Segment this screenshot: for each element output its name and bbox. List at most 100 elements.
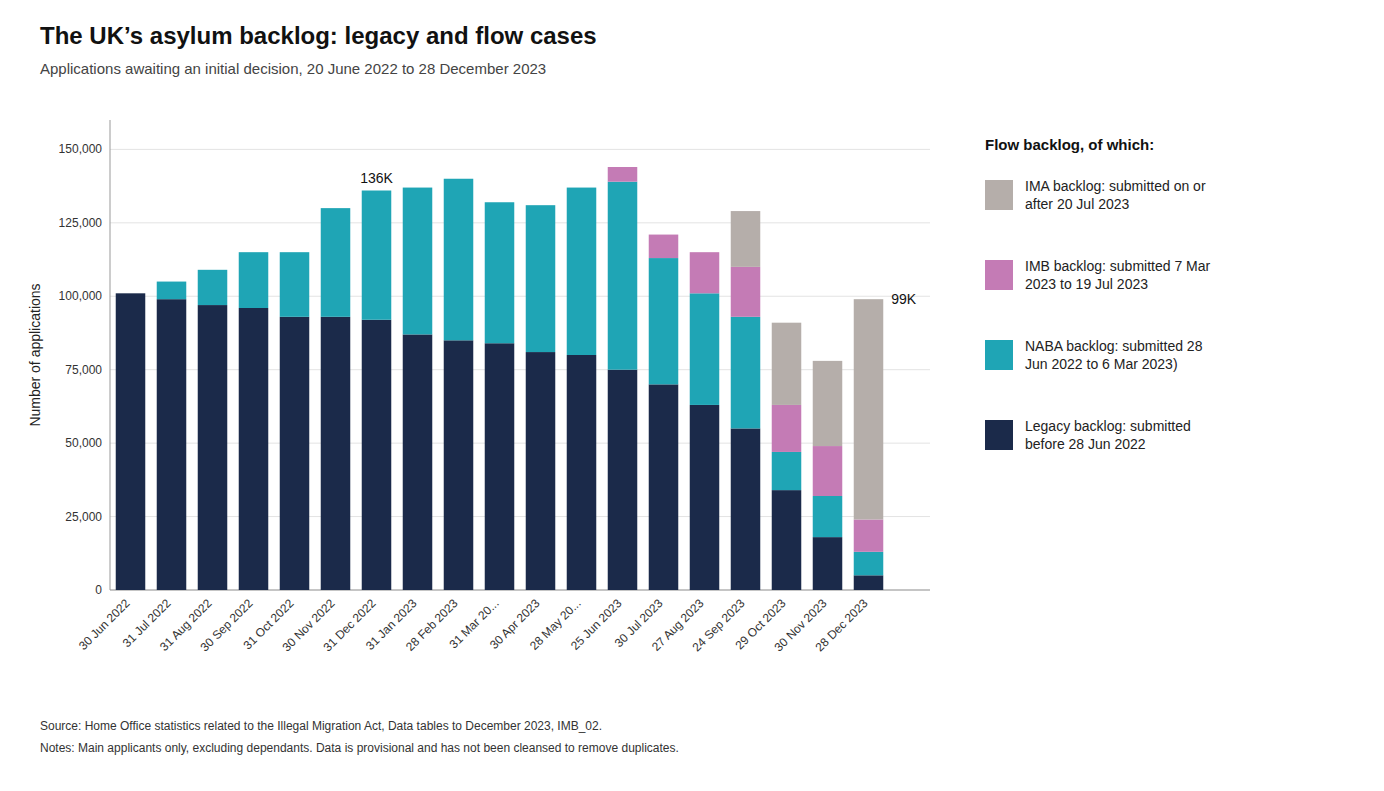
bar-segment: 30 Sep 2022 – Legacy backlog: submitted … — [239, 308, 269, 590]
y-axis-label: Number of applications — [27, 283, 43, 426]
bar-segment: 30 Jul 2023 – IMA backlog: submitted on … — [649, 234, 679, 235]
title: The UK’s asylum backlog: legacy and flow… — [40, 22, 597, 49]
y-tick-label: 25,000 — [65, 510, 102, 524]
grid — [110, 149, 930, 590]
y-axis-line — [110, 120, 111, 590]
bar-segment: 31 Mar 20... – IMA backlog: submitted on… — [485, 202, 515, 203]
bar-segment: 31 Mar 20... – Legacy backlog: submitted… — [485, 343, 515, 590]
bar-segment: 30 Apr 2023 – IMB backlog: submitted 7 M… — [526, 205, 556, 206]
bar-segment: 28 Dec 2023 – Legacy backlog: submitted … — [854, 575, 884, 590]
legend-swatch — [985, 420, 1013, 450]
bar-segment: 25 Jun 2023 – IMB backlog: submitted 7 M… — [608, 167, 638, 182]
bar-segment: 31 Jan 2023 – IMA backlog: submitted on … — [403, 187, 433, 188]
bar-segment: 31 Dec 2022 – IMB backlog: submitted 7 M… — [362, 190, 392, 191]
bar-segment: 31 Oct 2022 – Legacy backlog: submitted … — [280, 317, 310, 590]
legend-title: Flow backlog, of which: — [985, 136, 1154, 153]
grid-line — [110, 296, 930, 297]
bar-segment: 30 Apr 2023 – Legacy backlog: submitted … — [526, 352, 556, 590]
y-tick-label: 75,000 — [65, 363, 102, 377]
bar-segment: 28 Feb 2023 – Legacy backlog: submitted … — [444, 340, 474, 590]
bar-segment: 27 Aug 2023 – NABA backlog: submitted 28… — [690, 293, 720, 405]
bar-segment: 30 Nov 2023 – IMA backlog: submitted on … — [813, 361, 843, 446]
bar-segment: 28 Feb 2023 – NABA backlog: submitted 28… — [444, 179, 474, 341]
x-axis-line — [110, 590, 930, 591]
bar-segment: 24 Sep 2023 – IMB backlog: submitted 7 M… — [731, 267, 761, 317]
bar-segment: 31 Oct 2022 – NABA backlog: submitted 28… — [280, 252, 310, 317]
legend-label-line: after 20 Jul 2023 — [1025, 196, 1130, 212]
subtitle: Applications awaiting an initial decisio… — [40, 60, 546, 77]
bars: 30 Jun 2022 – Legacy backlog: submitted … — [116, 167, 884, 590]
legend-swatch — [985, 340, 1013, 370]
bar-segment: 31 Dec 2022 – NABA backlog: submitted 28… — [362, 191, 392, 320]
legend: Flow backlog, of which: IMA backlog: subm… — [985, 136, 1211, 452]
bar-segment: 29 Oct 2023 – IMA backlog: submitted on … — [772, 323, 802, 405]
y-tick-label: 125,000 — [59, 216, 103, 230]
legend-label: IMB backlog: submitted 7 Mar 2023 to 19 J… — [1025, 258, 1211, 292]
bar-segment: 31 Dec 2022 – Legacy backlog: submitted … — [362, 320, 392, 590]
bar-segment: 30 Jul 2023 – IMB backlog: submitted 7 M… — [649, 235, 679, 259]
bar-segment: 28 May 20... – NABA backlog: submitted 2… — [567, 188, 597, 355]
bar-segment: 25 Jun 2023 – IMA backlog: submitted on … — [608, 167, 638, 168]
grid-line — [110, 590, 930, 591]
bar-segment: 31 Aug 2022 – IMB backlog: submitted 7 M… — [198, 269, 228, 270]
bar-segment: 28 Dec 2023 – NABA backlog: submitted 28… — [854, 552, 884, 576]
bar-segment: 31 Jul 2022 – IMB backlog: submitted 7 M… — [157, 281, 187, 282]
bar-segment: 31 Jul 2022 – Legacy backlog: submitted … — [157, 299, 187, 590]
y-tick-label: 0 — [95, 583, 102, 597]
bar-segment: 31 Mar 20... – IMB backlog: submitted 7 … — [485, 202, 515, 203]
bar-segment: 30 Jun 2022 – Legacy backlog: submitted … — [116, 293, 146, 590]
bar-segment: 31 Oct 2022 – IMB backlog: submitted 7 M… — [280, 252, 310, 253]
legend-label-line: Jun 2022 to 6 Mar 2023) — [1025, 356, 1178, 372]
bar-segment: 28 Feb 2023 – IMA backlog: submitted on … — [444, 178, 474, 179]
bar-segment: 29 Oct 2023 – IMB backlog: submitted 7 M… — [772, 405, 802, 452]
bar-segment: 31 Jul 2022 – IMA backlog: submitted on … — [157, 281, 187, 282]
bar-segment: 28 May 20... – IMA backlog: submitted on… — [567, 187, 597, 188]
legend-label: IMA backlog: submitted on or after 20 Jul… — [1025, 178, 1206, 212]
bar-segment: 27 Aug 2023 – IMA backlog: submitted on … — [690, 252, 720, 253]
bar-segment: 29 Oct 2023 – Legacy backlog: submitted … — [772, 490, 802, 590]
legend-label-line: IMB backlog: submitted 7 Mar — [1025, 258, 1211, 274]
bar-segment: 28 Dec 2023 – IMA backlog: submitted on … — [854, 299, 884, 519]
legend-label: NABA backlog: submitted 28 Jun 2022 to 6 … — [1025, 338, 1203, 372]
bar-segment: 30 Nov 2023 – NABA backlog: submitted 28… — [813, 496, 843, 537]
y-tick-label: 150,000 — [59, 142, 103, 156]
y-tick-label: 50,000 — [65, 436, 102, 450]
legend-label-line: IMA backlog: submitted on or — [1025, 178, 1206, 194]
bar-segment: 24 Sep 2023 – Legacy backlog: submitted … — [731, 428, 761, 590]
bar-segment: 31 Aug 2022 – NABA backlog: submitted 28… — [198, 270, 228, 305]
bar-segment: 30 Jun 2022 – NABA backlog: submitted 28… — [116, 293, 146, 294]
bar-segment: 30 Nov 2022 – Legacy backlog: submitted … — [321, 317, 351, 590]
annotation: 136K — [360, 170, 393, 186]
bar-segment: 30 Nov 2022 – IMB backlog: submitted 7 M… — [321, 208, 351, 209]
bar-segment: 24 Sep 2023 – NABA backlog: submitted 28… — [731, 317, 761, 429]
bar-segment: 31 Aug 2022 – IMA backlog: submitted on … — [198, 269, 228, 270]
bar-segment: 28 May 20... – Legacy backlog: submitted… — [567, 355, 597, 590]
bar-segment: 24 Sep 2023 – IMA backlog: submitted on … — [731, 211, 761, 267]
bar-segment: 30 Apr 2023 – IMA backlog: submitted on … — [526, 205, 556, 206]
chart: The UK’s asylum backlog: legacy and flow… — [0, 0, 1384, 791]
bar-segment: 30 Nov 2022 – NABA backlog: submitted 28… — [321, 208, 351, 317]
grid-line — [110, 149, 930, 150]
bar-segment: 27 Aug 2023 – IMB backlog: submitted 7 M… — [690, 252, 720, 293]
notes: Notes: Main applicants only, excluding d… — [40, 741, 679, 755]
legend-label-line: 2023 to 19 Jul 2023 — [1025, 276, 1148, 292]
source: Source: Home Office statistics related t… — [40, 719, 602, 733]
bar-segment: 30 Nov 2023 – IMB backlog: submitted 7 M… — [813, 446, 843, 496]
legend-label-line: NABA backlog: submitted 28 — [1025, 338, 1203, 354]
bar-segment: 30 Jul 2023 – Legacy backlog: submitted … — [649, 384, 679, 590]
bar-segment: 31 Aug 2022 – Legacy backlog: submitted … — [198, 305, 228, 590]
grid-line — [110, 443, 930, 444]
bar-segment: 29 Oct 2023 – NABA backlog: submitted 28… — [772, 452, 802, 490]
bar-segment: 31 Dec 2022 – IMA backlog: submitted on … — [362, 190, 392, 191]
grid-line — [110, 222, 930, 223]
grid-line — [110, 516, 930, 517]
bar-segment: 30 Jun 2022 – IMB backlog: submitted 7 M… — [116, 293, 146, 294]
legend-label-line: Legacy backlog: submitted — [1025, 418, 1191, 434]
bar-segment: 28 Feb 2023 – IMB backlog: submitted 7 M… — [444, 178, 474, 179]
bar-segment: 31 Jul 2022 – NABA backlog: submitted 28… — [157, 282, 187, 300]
bar-segment: 25 Jun 2023 – Legacy backlog: submitted … — [608, 370, 638, 590]
bar-segment: 30 Sep 2022 – IMA backlog: submitted on … — [239, 252, 269, 253]
bar-segment: 31 Jan 2023 – NABA backlog: submitted 28… — [403, 188, 433, 335]
bar-segment: 28 May 20... – IMB backlog: submitted 7 … — [567, 187, 597, 188]
bar-segment: 27 Aug 2023 – Legacy backlog: submitted … — [690, 405, 720, 590]
